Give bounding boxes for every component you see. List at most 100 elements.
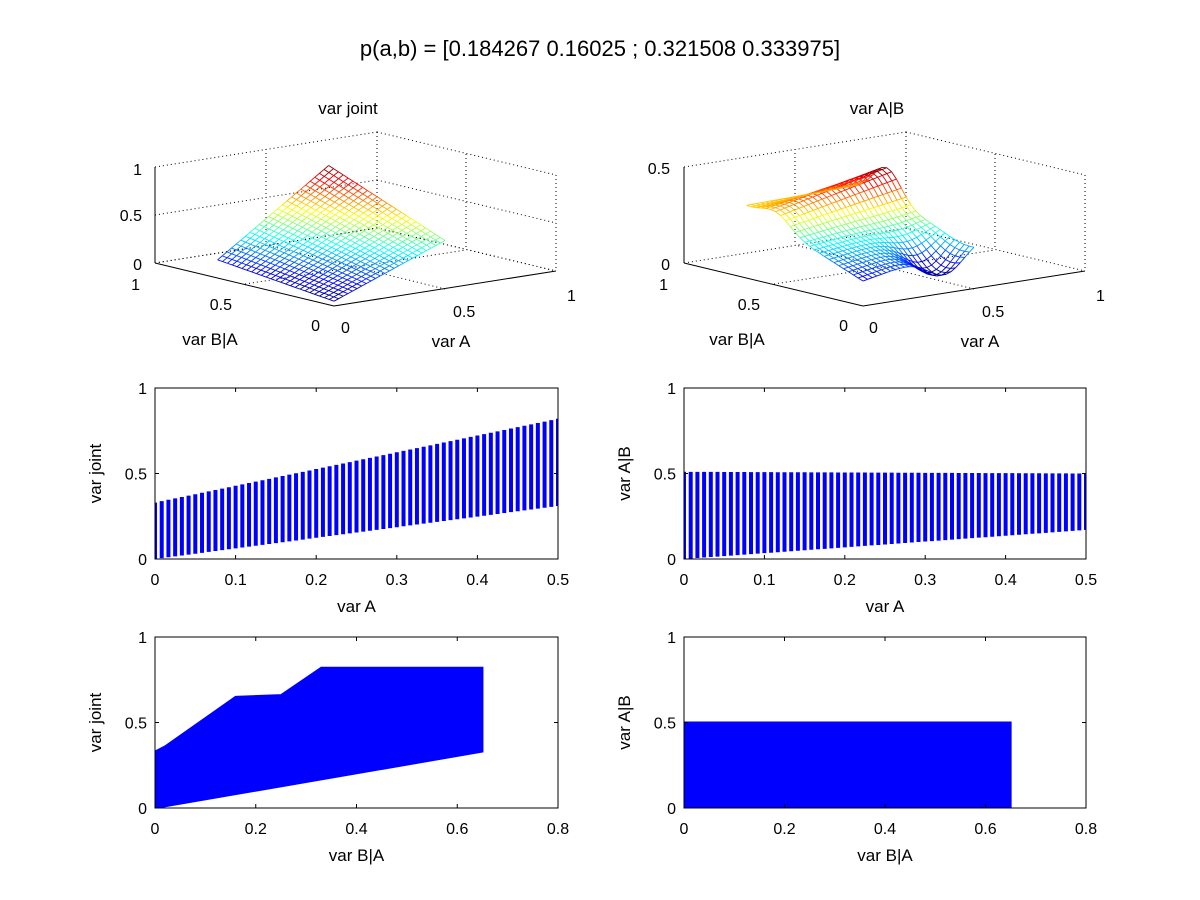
mesh-line [756, 206, 762, 209]
mesh-line [849, 185, 855, 189]
mesh-line [372, 218, 379, 223]
mesh-line [293, 247, 299, 252]
mesh-line [827, 211, 833, 215]
mesh-line [856, 250, 862, 255]
mesh-line [435, 239, 441, 244]
mesh-line [885, 262, 891, 265]
mesh-line [392, 221, 398, 225]
mesh-line [813, 233, 820, 239]
mesh-line [841, 231, 847, 237]
mesh-line [319, 189, 325, 195]
mesh-line [231, 260, 238, 266]
mesh-line [323, 290, 329, 294]
mesh-line [430, 239, 436, 243]
mesh-line [358, 218, 364, 223]
mesh-line [388, 249, 394, 254]
mesh-line [916, 242, 922, 247]
mesh-line [340, 234, 346, 239]
mesh-line [278, 223, 284, 228]
mesh-line [321, 236, 327, 240]
mesh-line [875, 246, 881, 251]
mesh-line [278, 229, 284, 234]
mesh-line [353, 209, 359, 214]
mesh-line [323, 288, 329, 292]
mesh-line [241, 258, 247, 264]
mesh-line [307, 235, 313, 239]
mesh-line [356, 283, 362, 287]
mesh-line [396, 227, 403, 231]
mesh-line [907, 241, 913, 249]
mesh-line [945, 253, 951, 260]
mesh-line [273, 227, 279, 232]
mesh-line [870, 238, 875, 241]
mesh-line [378, 227, 384, 231]
mesh-line [940, 240, 946, 247]
mesh-line [827, 229, 833, 235]
mesh-line [902, 248, 909, 256]
mesh-line [397, 230, 403, 234]
y-tick-label: 1 [138, 381, 147, 398]
mesh-line [353, 213, 360, 217]
mesh-line [325, 229, 332, 234]
mesh-line [328, 292, 334, 296]
mesh-line [284, 263, 290, 267]
mesh-line [833, 256, 839, 259]
mesh-line [854, 202, 860, 205]
mesh-line [406, 230, 412, 234]
mesh-line [882, 202, 888, 206]
mesh-line [379, 252, 385, 257]
mesh-line [412, 255, 418, 259]
y-axis-label: var B|A [709, 330, 765, 349]
mesh-line [314, 186, 321, 192]
mesh-line [295, 286, 301, 290]
mesh-line [944, 236, 951, 242]
mesh-line [326, 252, 333, 257]
mesh-line [841, 223, 847, 226]
mesh-line [406, 232, 412, 237]
mesh-line [353, 197, 359, 202]
mesh-line [377, 224, 384, 229]
mesh-line [892, 216, 898, 219]
mesh-line [888, 231, 894, 238]
mesh-line [280, 276, 286, 280]
mesh-line [335, 232, 341, 236]
mesh-line [405, 215, 412, 220]
mesh-line [263, 220, 269, 224]
mesh-line [925, 228, 931, 233]
mesh-line [388, 255, 394, 259]
mesh-line [328, 168, 334, 173]
mesh-line [847, 256, 853, 259]
mesh-line [396, 221, 403, 225]
mesh-line [831, 195, 837, 202]
mesh-line [867, 174, 873, 178]
mesh-line [355, 258, 361, 262]
mesh-line [902, 242, 909, 250]
mesh-line [269, 253, 275, 259]
mesh-line [887, 226, 894, 232]
mesh-line [322, 271, 329, 275]
mesh-line [337, 270, 343, 274]
mesh-line [323, 292, 330, 296]
mesh-line [946, 271, 952, 275]
mesh-line [789, 211, 796, 218]
mesh-line [850, 194, 855, 197]
mesh-line [406, 221, 412, 226]
mesh-line [861, 262, 868, 266]
mesh-line [333, 171, 339, 176]
mesh-line [353, 206, 359, 211]
mesh-line [847, 251, 853, 255]
mesh-line [289, 267, 295, 272]
mesh-line [294, 284, 301, 288]
mesh-line [853, 274, 859, 279]
mesh-line [268, 228, 275, 232]
mesh-line [869, 224, 875, 230]
y-tick-label: 1 [667, 630, 676, 647]
mesh-line [935, 232, 941, 238]
mesh-line [321, 242, 327, 246]
mesh-line [275, 269, 281, 273]
mesh-line [401, 227, 407, 231]
mesh-line [316, 222, 322, 226]
mesh-line [927, 271, 932, 274]
mesh-line [336, 249, 342, 253]
mesh-line [894, 261, 900, 266]
